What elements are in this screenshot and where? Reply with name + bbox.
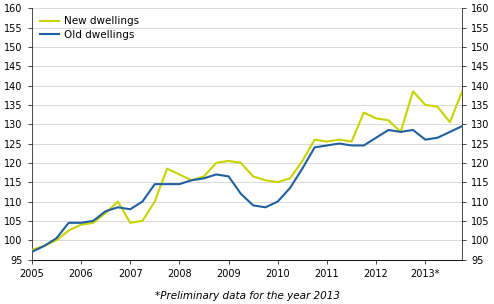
New dwellings: [312, 138, 318, 141]
Old dwellings: [447, 130, 453, 134]
Old dwellings: [189, 178, 195, 182]
New dwellings: [299, 159, 305, 163]
New dwellings: [447, 120, 453, 124]
New dwellings: [287, 177, 293, 180]
New dwellings: [275, 180, 281, 184]
Old dwellings: [336, 142, 342, 145]
New dwellings: [422, 103, 428, 107]
New dwellings: [459, 89, 465, 93]
Old dwellings: [250, 204, 256, 207]
New dwellings: [238, 161, 244, 165]
New dwellings: [176, 173, 182, 176]
Old dwellings: [410, 128, 416, 132]
New dwellings: [139, 219, 145, 223]
Old dwellings: [361, 143, 367, 147]
New dwellings: [29, 248, 35, 252]
Old dwellings: [41, 244, 47, 248]
New dwellings: [115, 200, 121, 203]
Old dwellings: [139, 200, 145, 203]
Old dwellings: [275, 200, 281, 203]
New dwellings: [41, 244, 47, 248]
Old dwellings: [201, 177, 207, 180]
Text: *Preliminary data for the year 2013: *Preliminary data for the year 2013: [155, 291, 339, 301]
Old dwellings: [422, 138, 428, 141]
Old dwellings: [385, 128, 391, 132]
Old dwellings: [324, 143, 330, 147]
New dwellings: [435, 105, 441, 109]
Old dwellings: [226, 174, 232, 178]
New dwellings: [152, 200, 158, 203]
Line: New dwellings: New dwellings: [32, 58, 494, 250]
New dwellings: [398, 130, 404, 134]
Old dwellings: [459, 124, 465, 128]
New dwellings: [262, 178, 268, 182]
New dwellings: [484, 62, 490, 66]
Old dwellings: [373, 136, 379, 140]
Old dwellings: [287, 186, 293, 190]
New dwellings: [226, 159, 232, 163]
Old dwellings: [164, 182, 170, 186]
New dwellings: [213, 161, 219, 165]
Old dwellings: [299, 167, 305, 171]
New dwellings: [164, 167, 170, 171]
New dwellings: [250, 174, 256, 178]
New dwellings: [410, 89, 416, 93]
Old dwellings: [262, 206, 268, 209]
Old dwellings: [484, 122, 490, 126]
New dwellings: [373, 116, 379, 120]
New dwellings: [471, 70, 477, 74]
Old dwellings: [152, 182, 158, 186]
Old dwellings: [238, 192, 244, 195]
Old dwellings: [66, 221, 72, 225]
New dwellings: [103, 211, 109, 215]
Line: Old dwellings: Old dwellings: [32, 118, 494, 252]
New dwellings: [324, 140, 330, 143]
New dwellings: [361, 111, 367, 114]
New dwellings: [90, 221, 96, 225]
Old dwellings: [176, 182, 182, 186]
Old dwellings: [29, 250, 35, 254]
New dwellings: [189, 178, 195, 182]
Old dwellings: [78, 221, 84, 225]
New dwellings: [66, 229, 72, 232]
New dwellings: [78, 223, 84, 226]
Legend: New dwellings, Old dwellings: New dwellings, Old dwellings: [37, 13, 142, 43]
New dwellings: [336, 138, 342, 141]
Old dwellings: [53, 237, 59, 240]
Old dwellings: [435, 136, 441, 140]
Old dwellings: [349, 143, 355, 147]
New dwellings: [201, 174, 207, 178]
Old dwellings: [312, 146, 318, 149]
Old dwellings: [90, 219, 96, 223]
New dwellings: [349, 140, 355, 143]
New dwellings: [53, 238, 59, 242]
Old dwellings: [471, 120, 477, 124]
Old dwellings: [115, 206, 121, 209]
Old dwellings: [127, 207, 133, 211]
New dwellings: [127, 221, 133, 225]
Old dwellings: [103, 209, 109, 213]
Old dwellings: [213, 173, 219, 176]
Old dwellings: [398, 130, 404, 134]
New dwellings: [385, 119, 391, 122]
